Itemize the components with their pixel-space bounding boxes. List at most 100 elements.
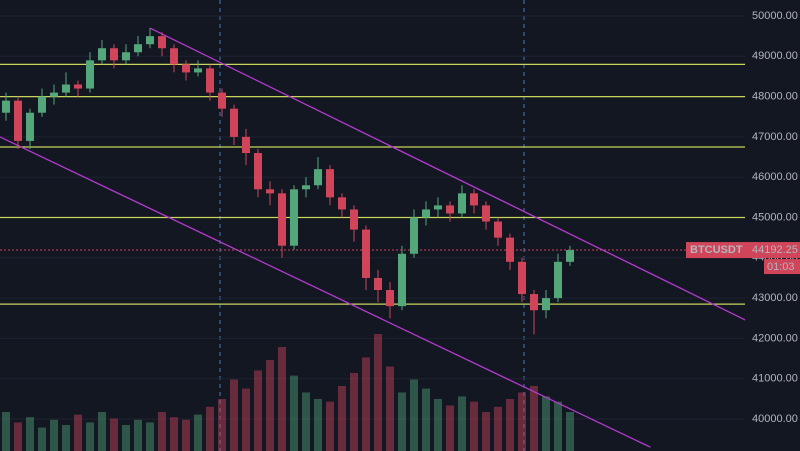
y-tick-label: 48000.00	[752, 91, 798, 103]
volume-bar	[530, 386, 538, 451]
candle-body	[542, 298, 550, 311]
y-tick-label: 42000.00	[752, 332, 798, 344]
volume-bar	[98, 412, 106, 451]
volume-bar	[554, 401, 562, 451]
trend-line	[0, 136, 651, 448]
volume-bar	[314, 399, 322, 451]
candle-body	[242, 136, 250, 154]
volume-bar	[74, 414, 82, 451]
volume-bar	[422, 388, 430, 451]
candle-body	[14, 100, 22, 141]
candle-body	[374, 277, 382, 291]
volume-bar	[50, 419, 58, 451]
volume-bar	[170, 417, 178, 451]
candle-body	[158, 36, 166, 49]
volume-bar	[542, 396, 550, 451]
y-tick-label: 46000.00	[752, 171, 798, 183]
candle-body	[530, 294, 538, 311]
volume-bar	[218, 399, 226, 451]
candle-body	[362, 229, 370, 278]
volume-bar	[566, 412, 574, 451]
candle-body	[326, 169, 334, 198]
price-tag	[686, 242, 800, 259]
volume-bar	[434, 399, 442, 451]
volume-bar	[134, 419, 142, 451]
candle-body	[26, 112, 34, 141]
candle-body	[386, 290, 394, 307]
volume-bar	[158, 412, 166, 451]
symbol-label: BTCUSDT	[690, 244, 743, 256]
candle-body	[338, 197, 346, 210]
candle-body	[266, 189, 274, 194]
volume-bar	[470, 401, 478, 451]
annotation-layer	[0, 27, 751, 448]
candle-body	[134, 44, 142, 53]
volume-bar	[26, 417, 34, 451]
candle-body	[422, 209, 430, 218]
candle-body	[110, 48, 118, 61]
candle-body	[170, 48, 178, 65]
candle-body	[206, 68, 214, 93]
volume-bar	[122, 425, 130, 451]
volume-bar	[446, 405, 454, 451]
candle-body	[230, 108, 238, 137]
candle-body	[434, 205, 442, 210]
y-tick-label: 47000.00	[752, 131, 798, 143]
volume-bar	[194, 414, 202, 451]
candle-body	[254, 153, 262, 190]
volume-bar	[506, 399, 514, 451]
y-tick-label: 40000.00	[752, 413, 798, 425]
candle-body	[2, 100, 10, 113]
axis-labels: 40000.0041000.0042000.0043000.0044000.00…	[686, 10, 800, 425]
volume-bar	[230, 379, 238, 451]
volume-bar	[386, 366, 394, 451]
candle-body	[506, 237, 514, 262]
price-axis	[745, 0, 800, 451]
volume-bar	[398, 392, 406, 451]
candle-body	[554, 261, 562, 299]
candle-body	[518, 261, 526, 295]
trend-line	[149, 27, 751, 323]
volume-bar	[362, 357, 370, 451]
volume-bar	[494, 406, 502, 451]
candle-body	[74, 84, 82, 89]
volume-bar	[110, 418, 118, 451]
candle-body	[278, 193, 286, 246]
volume-bar	[38, 427, 46, 451]
candle-body	[182, 64, 190, 73]
volume-bar	[86, 422, 94, 451]
y-tick-label: 50000.00	[752, 10, 798, 22]
candle-layer	[2, 28, 574, 335]
candle-body	[398, 253, 406, 307]
candle-body	[194, 68, 202, 73]
candle-body	[218, 92, 226, 109]
candle-body	[290, 189, 298, 246]
volume-bar	[518, 392, 526, 451]
volume-bar	[254, 370, 262, 451]
volume-bar	[302, 392, 310, 451]
y-tick-label: 49000.00	[752, 50, 798, 62]
candle-body	[146, 36, 154, 45]
candle-body	[314, 169, 322, 186]
last-price-label: 44192.25	[752, 244, 798, 256]
volume-bar	[290, 375, 298, 451]
candle-body	[302, 185, 310, 190]
candle-body	[62, 84, 70, 93]
volume-bar	[338, 386, 346, 451]
candle-body	[446, 205, 454, 214]
volume-layer	[2, 334, 574, 451]
y-tick-label: 41000.00	[752, 373, 798, 385]
volume-bar	[266, 360, 274, 451]
volume-bar	[242, 388, 250, 451]
volume-bar	[146, 422, 154, 451]
volume-bar	[278, 347, 286, 451]
countdown-label: 01:03	[767, 261, 795, 273]
candle-body	[494, 221, 502, 238]
volume-bar	[458, 396, 466, 451]
candle-body	[98, 48, 106, 61]
candle-body	[86, 60, 94, 89]
candle-body	[470, 193, 478, 206]
y-tick-label: 43000.00	[752, 292, 798, 304]
